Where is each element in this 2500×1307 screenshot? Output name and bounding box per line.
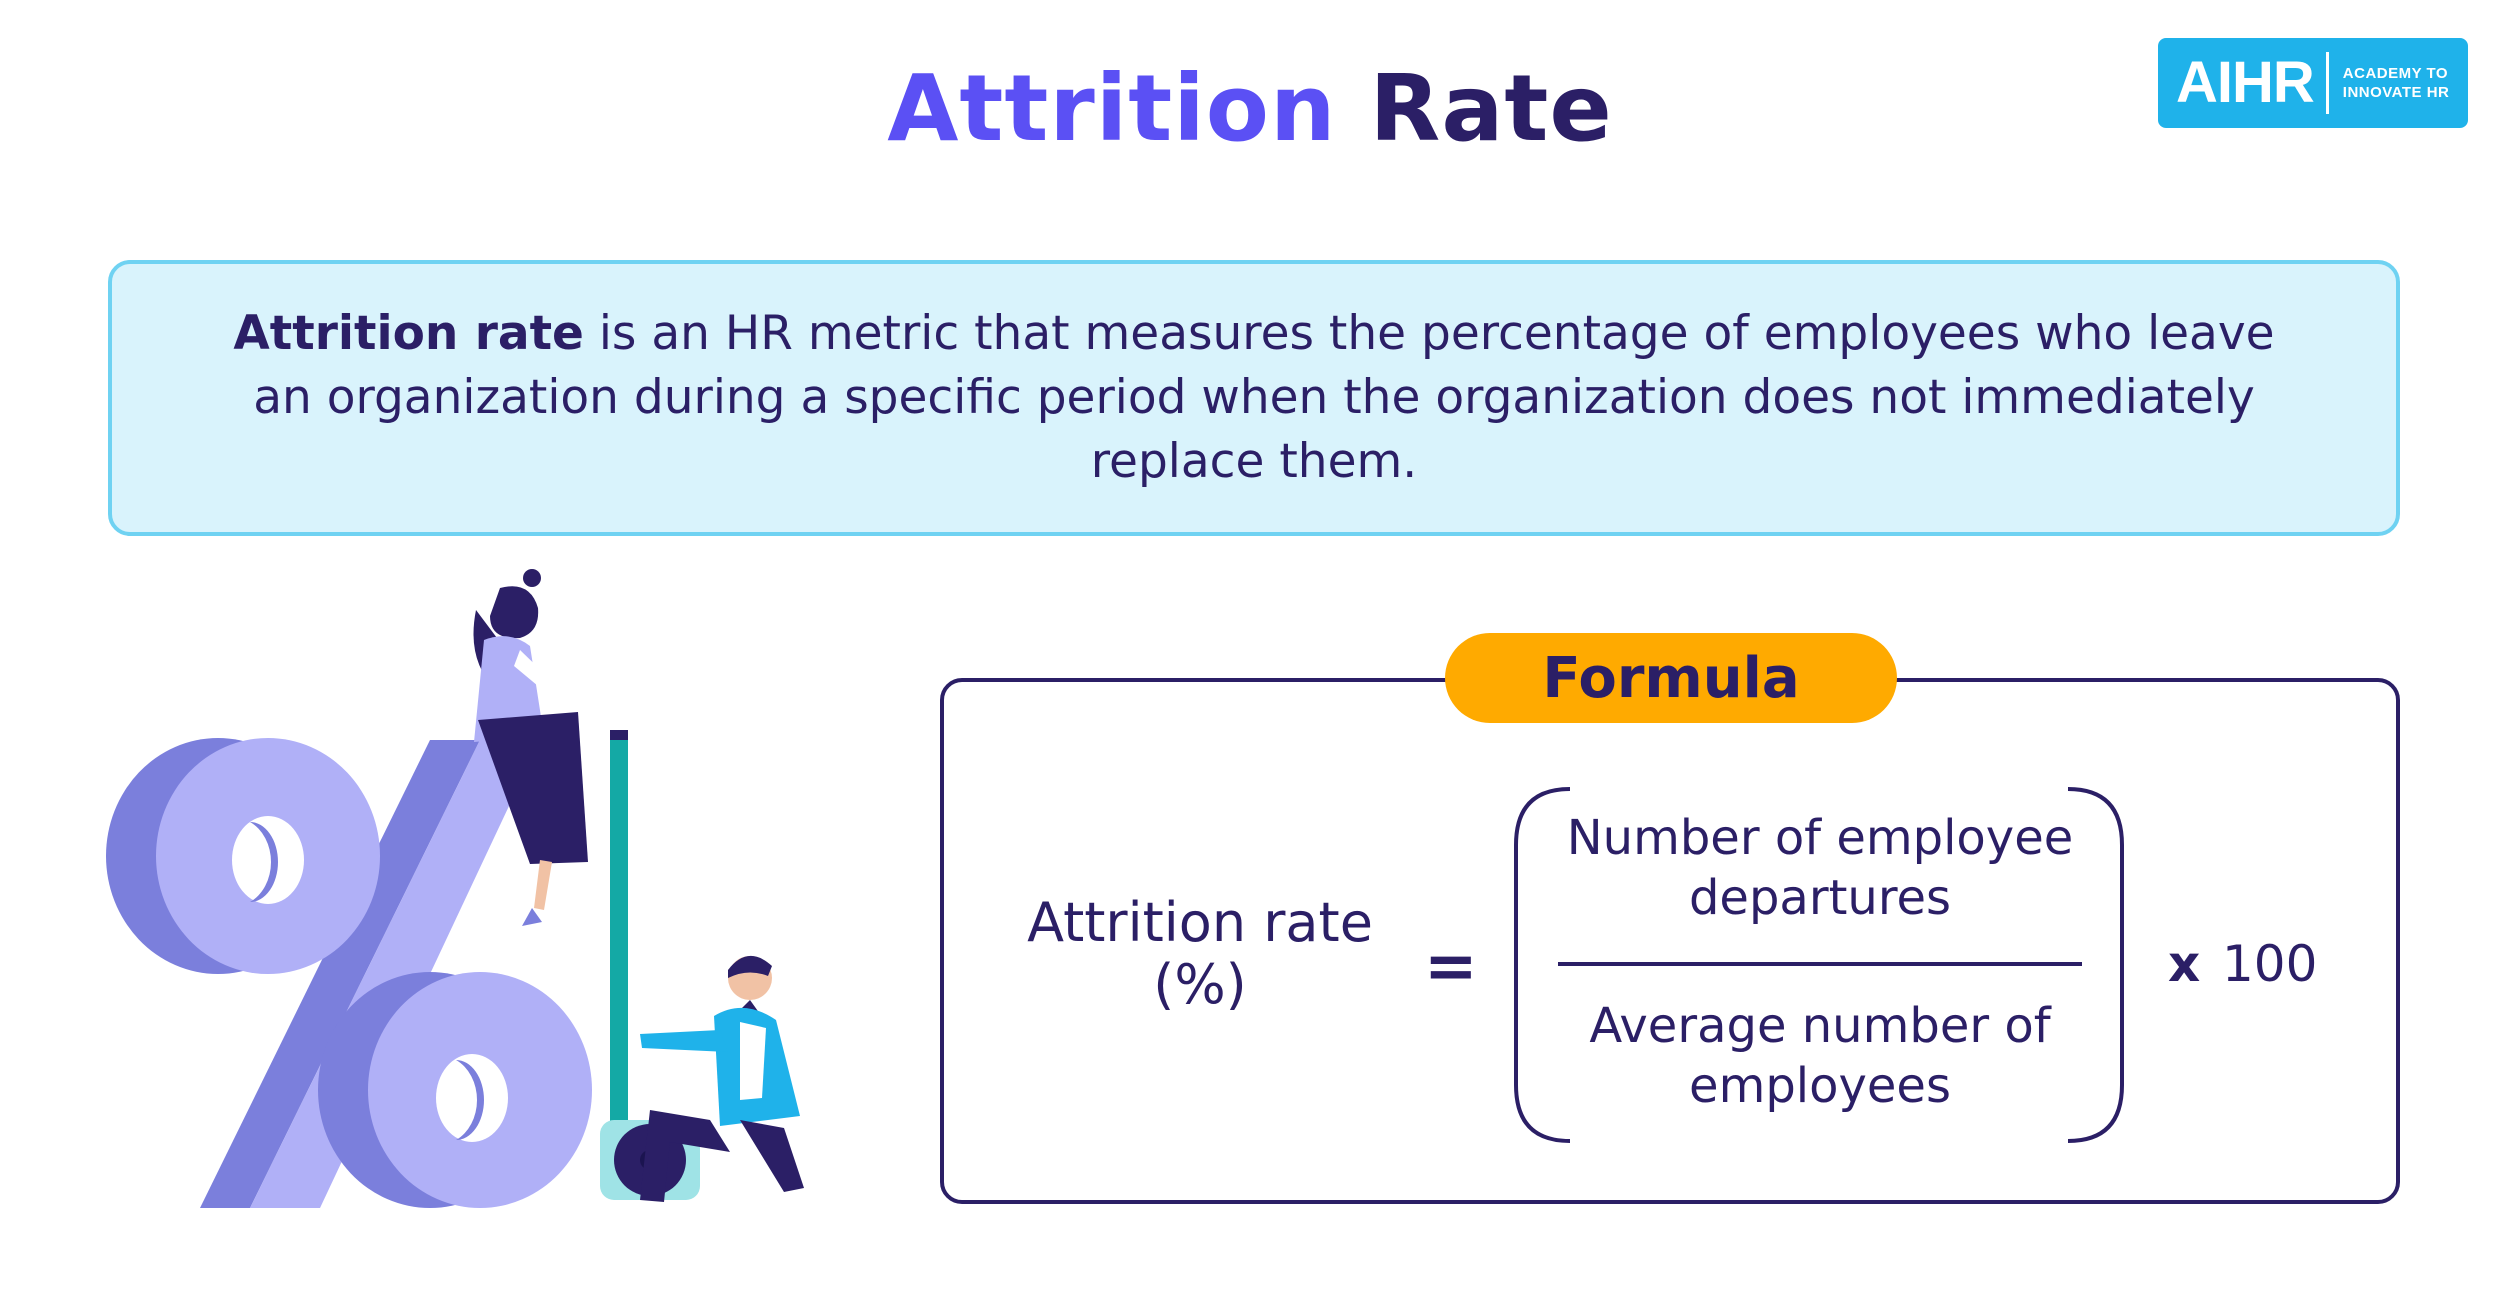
- definition-term: Attrition rate: [233, 306, 584, 361]
- percent-illustration-icon: [106, 569, 804, 1208]
- parenthesis-brackets-icon: [1514, 787, 2124, 1143]
- percent-slash-side: [200, 740, 480, 1208]
- title-main: Rate: [1369, 55, 1613, 162]
- denominator-line2: employees: [1689, 1058, 1951, 1114]
- equals-sign: =: [1424, 930, 1478, 1004]
- numerator-line1: Number of employee: [1566, 810, 2074, 866]
- definition-text: Attrition rate is an HR metric that meas…: [232, 302, 2276, 494]
- denominator-line1: Average number of: [1589, 998, 2051, 1054]
- formula-lhs: Attrition rate (%): [970, 892, 1430, 1016]
- formula-lhs-line2: (%): [1153, 953, 1247, 1016]
- logo-tagline-line2: INNOVATE HR: [2342, 84, 2450, 101]
- logo-divider: [2325, 52, 2329, 114]
- aihr-logo: AIHR ACADEMY TO INNOVATE HR: [2158, 38, 2468, 128]
- page-title: Attrition Rate: [0, 58, 2500, 159]
- formula-denominator: Average number of employees: [1540, 996, 2100, 1116]
- definition-body: is an HR metric that measures the percen…: [253, 306, 2275, 489]
- multiply-sign: x: [2168, 935, 2201, 993]
- multiplier-value: 100: [2222, 935, 2318, 993]
- fraction-line: [1558, 962, 2082, 966]
- percent-top-ring: [106, 738, 380, 974]
- kneeling-man-figure: [640, 955, 804, 1202]
- numerator-line2: departures: [1688, 870, 1952, 926]
- title-accent: Attrition: [887, 55, 1337, 162]
- formula-label-badge: Formula: [1445, 633, 1897, 723]
- formula-numerator: Number of employee departures: [1540, 808, 2100, 928]
- logo-tagline-line1: ACADEMY TO: [2342, 65, 2449, 82]
- logo-mark: AIHR: [2176, 50, 2315, 115]
- percent-bottom-ring: [318, 972, 592, 1208]
- logo-tagline: ACADEMY TO INNOVATE HR: [2343, 64, 2450, 102]
- sitting-woman-figure: [473, 569, 588, 926]
- formula-lhs-line1: Attrition rate: [1027, 891, 1373, 954]
- definition-box: Attrition rate is an HR metric that meas…: [108, 260, 2400, 536]
